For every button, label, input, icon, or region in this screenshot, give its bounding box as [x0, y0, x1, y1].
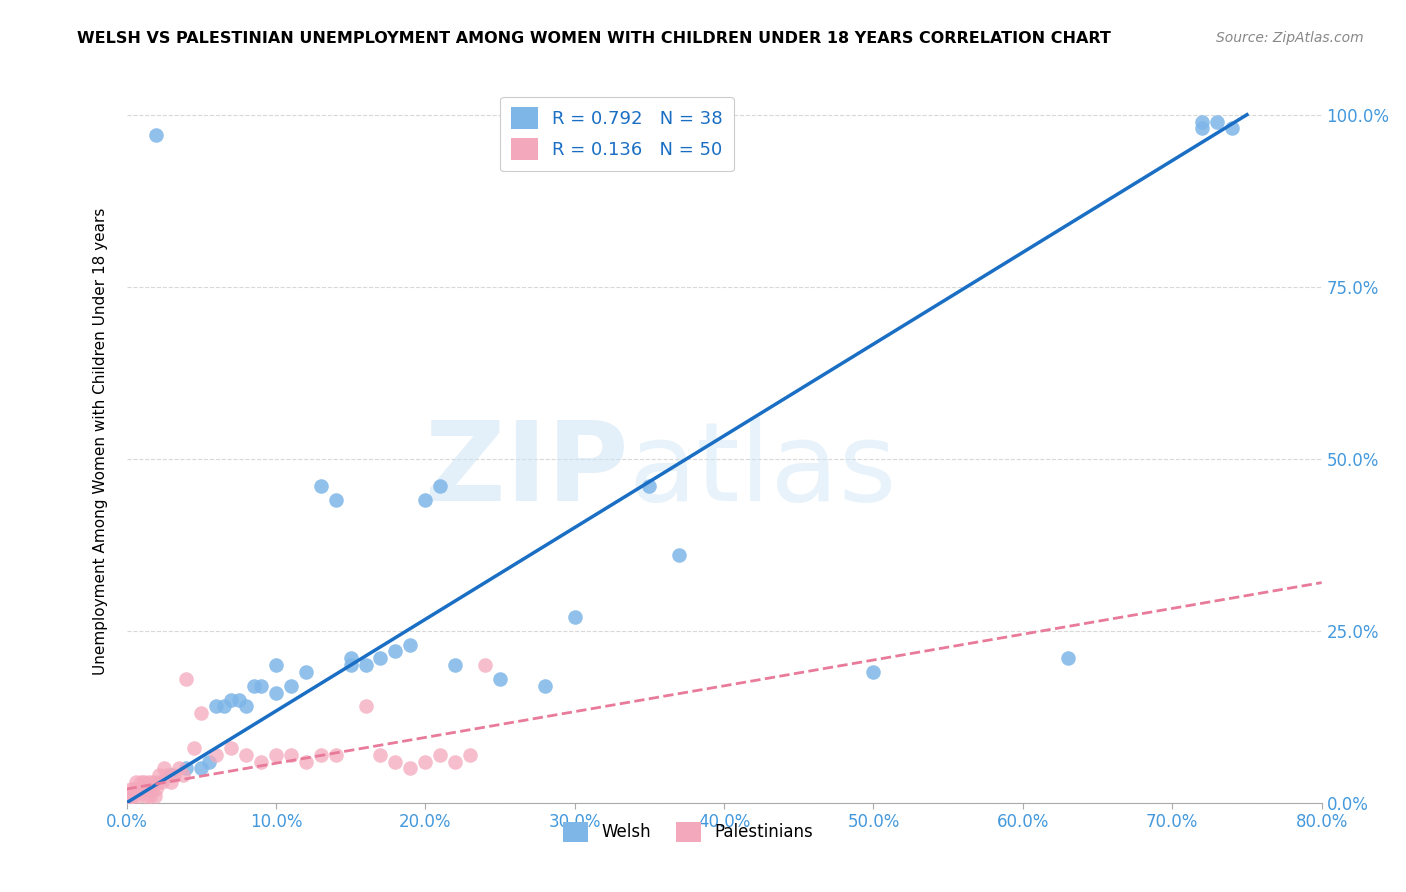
Point — [415, 755, 437, 769]
Point — [325, 747, 347, 762]
Point — [564, 610, 586, 624]
Point — [190, 761, 212, 775]
Point — [242, 679, 264, 693]
Point — [384, 755, 406, 769]
Point — [145, 128, 167, 143]
Point — [534, 679, 557, 693]
Point — [152, 775, 174, 789]
Point — [132, 782, 155, 797]
Point — [399, 638, 422, 652]
Point — [153, 761, 176, 775]
Point — [354, 658, 377, 673]
Point — [325, 493, 347, 508]
Point — [228, 692, 250, 706]
Point — [124, 775, 146, 789]
Point — [1220, 121, 1243, 136]
Point — [264, 747, 287, 762]
Text: atlas: atlas — [628, 417, 897, 524]
Point — [444, 658, 467, 673]
Point — [205, 699, 228, 714]
Point — [219, 740, 242, 755]
Point — [156, 768, 179, 782]
Point — [212, 699, 235, 714]
Point — [339, 651, 361, 665]
Point — [339, 658, 361, 673]
Point — [384, 644, 406, 658]
Point — [638, 479, 661, 493]
Point — [1206, 114, 1229, 128]
Point — [668, 548, 690, 562]
Point — [125, 782, 148, 797]
Point — [145, 782, 167, 797]
Point — [250, 679, 273, 693]
Point — [370, 651, 392, 665]
Point — [264, 686, 287, 700]
Point — [148, 768, 170, 782]
Text: ZIP: ZIP — [425, 417, 628, 524]
Point — [190, 706, 212, 721]
Point — [309, 747, 332, 762]
Point — [163, 768, 186, 782]
Point — [174, 761, 197, 775]
Y-axis label: Unemployment Among Women with Children Under 18 years: Unemployment Among Women with Children U… — [93, 208, 108, 675]
Point — [474, 658, 496, 673]
Point — [197, 755, 219, 769]
Point — [250, 755, 273, 769]
Point — [143, 789, 166, 803]
Point — [172, 768, 194, 782]
Point — [167, 761, 190, 775]
Point — [429, 479, 451, 493]
Point — [141, 782, 163, 797]
Point — [1191, 121, 1213, 136]
Point — [136, 782, 159, 797]
Point — [444, 755, 467, 769]
Legend: Welsh, Palestinians: Welsh, Palestinians — [557, 815, 820, 848]
Text: Source: ZipAtlas.com: Source: ZipAtlas.com — [1216, 31, 1364, 45]
Point — [131, 775, 153, 789]
Point — [862, 665, 884, 679]
Point — [1056, 651, 1078, 665]
Point — [138, 775, 160, 789]
Point — [415, 493, 437, 508]
Point — [294, 755, 316, 769]
Point — [135, 789, 157, 803]
Point — [127, 789, 149, 803]
Point — [139, 789, 162, 803]
Point — [183, 740, 205, 755]
Text: WELSH VS PALESTINIAN UNEMPLOYMENT AMONG WOMEN WITH CHILDREN UNDER 18 YEARS CORRE: WELSH VS PALESTINIAN UNEMPLOYMENT AMONG … — [77, 31, 1111, 46]
Point — [399, 761, 422, 775]
Point — [264, 658, 287, 673]
Point — [160, 768, 183, 782]
Point — [280, 747, 302, 762]
Point — [120, 782, 142, 797]
Point — [309, 479, 332, 493]
Point — [458, 747, 481, 762]
Point — [489, 672, 512, 686]
Point — [370, 747, 392, 762]
Point — [146, 775, 169, 789]
Point — [205, 747, 228, 762]
Point — [235, 699, 257, 714]
Point — [235, 747, 257, 762]
Point — [129, 782, 152, 797]
Point — [115, 796, 138, 810]
Point — [160, 775, 183, 789]
Point — [354, 699, 377, 714]
Point — [121, 789, 143, 803]
Point — [429, 747, 451, 762]
Point — [219, 692, 242, 706]
Point — [134, 775, 156, 789]
Point — [280, 679, 302, 693]
Point — [118, 789, 141, 803]
Point — [1191, 114, 1213, 128]
Point — [174, 672, 197, 686]
Point — [294, 665, 316, 679]
Point — [142, 775, 165, 789]
Point — [122, 782, 145, 797]
